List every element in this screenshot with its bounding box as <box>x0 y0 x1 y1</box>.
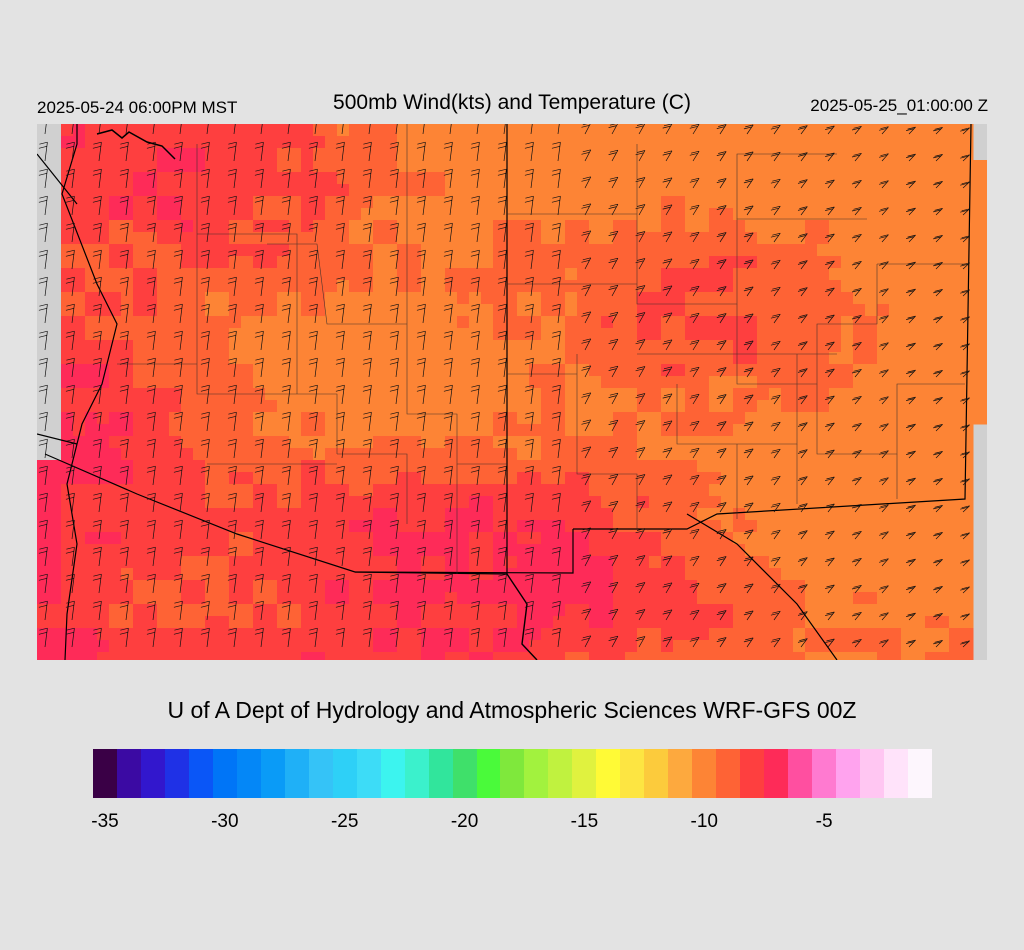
colorbar-tick-label: -20 <box>450 811 479 832</box>
map-title: 500mb Wind(kts) and Temperature (C) <box>333 91 691 114</box>
colorbar-tick-label: -30 <box>211 811 239 832</box>
county-borders <box>117 124 965 574</box>
colorbar-swatch <box>812 749 837 798</box>
colorbar-swatch <box>356 749 381 798</box>
model-credit: U of A Dept of Hydrology and Atmospheric… <box>167 697 857 723</box>
colorbar-swatch <box>236 749 261 798</box>
colorbar-swatch <box>716 749 741 798</box>
colorbar-swatch <box>284 749 309 798</box>
colorbar-swatch <box>740 749 765 798</box>
colorbar-swatch <box>644 749 669 798</box>
colorbar-swatch <box>764 749 789 798</box>
colorbar-swatch <box>907 749 932 798</box>
colorbar-swatch <box>524 749 549 798</box>
colorbar-swatch <box>93 749 117 798</box>
colorbar-tick-label: -25 <box>330 811 359 832</box>
colorbar-swatch <box>260 749 285 798</box>
colorbar-tick-label: -15 <box>570 811 599 832</box>
colorbar-swatch <box>500 749 525 798</box>
colorbar-swatch <box>596 749 621 798</box>
colorbar-swatch <box>188 749 213 798</box>
colorbar-tick-label: -5 <box>815 811 833 832</box>
colorbar-swatch <box>404 749 429 798</box>
colorbar-swatch <box>428 749 453 798</box>
temperature-colorbar <box>93 749 932 798</box>
wind-barbs <box>38 124 970 648</box>
colorbar-swatch <box>572 749 597 798</box>
colorbar-swatch <box>836 749 860 798</box>
temperature-wind-map <box>37 124 987 660</box>
colorbar-swatch <box>788 749 813 798</box>
colorbar-swatch <box>332 749 357 798</box>
colorbar-swatch <box>883 749 908 798</box>
colorbar-tick-label: -10 <box>690 811 718 832</box>
colorbar-swatch <box>452 749 477 798</box>
colorbar-swatch <box>308 749 333 798</box>
colorbar-swatch <box>692 749 717 798</box>
colorbar-swatch <box>116 749 141 798</box>
colorbar-swatch <box>620 749 645 798</box>
colorbar-tick-label: -35 <box>91 811 119 832</box>
temperature-field <box>37 124 987 660</box>
valid-time-label: 2025-05-24 06:00PM MST <box>37 98 238 117</box>
colorbar-swatch <box>212 749 237 798</box>
state-borders <box>37 124 972 660</box>
model-run-time-label: 2025-05-25_01:00:00 Z <box>810 96 988 115</box>
colorbar-swatch <box>476 749 501 798</box>
colorbar-swatch <box>164 749 189 798</box>
colorbar-swatch <box>668 749 693 798</box>
colorbar-swatch <box>548 749 573 798</box>
colorbar-swatch <box>380 749 405 798</box>
colorbar-swatch <box>140 749 165 798</box>
colorbar-swatch <box>860 749 884 798</box>
